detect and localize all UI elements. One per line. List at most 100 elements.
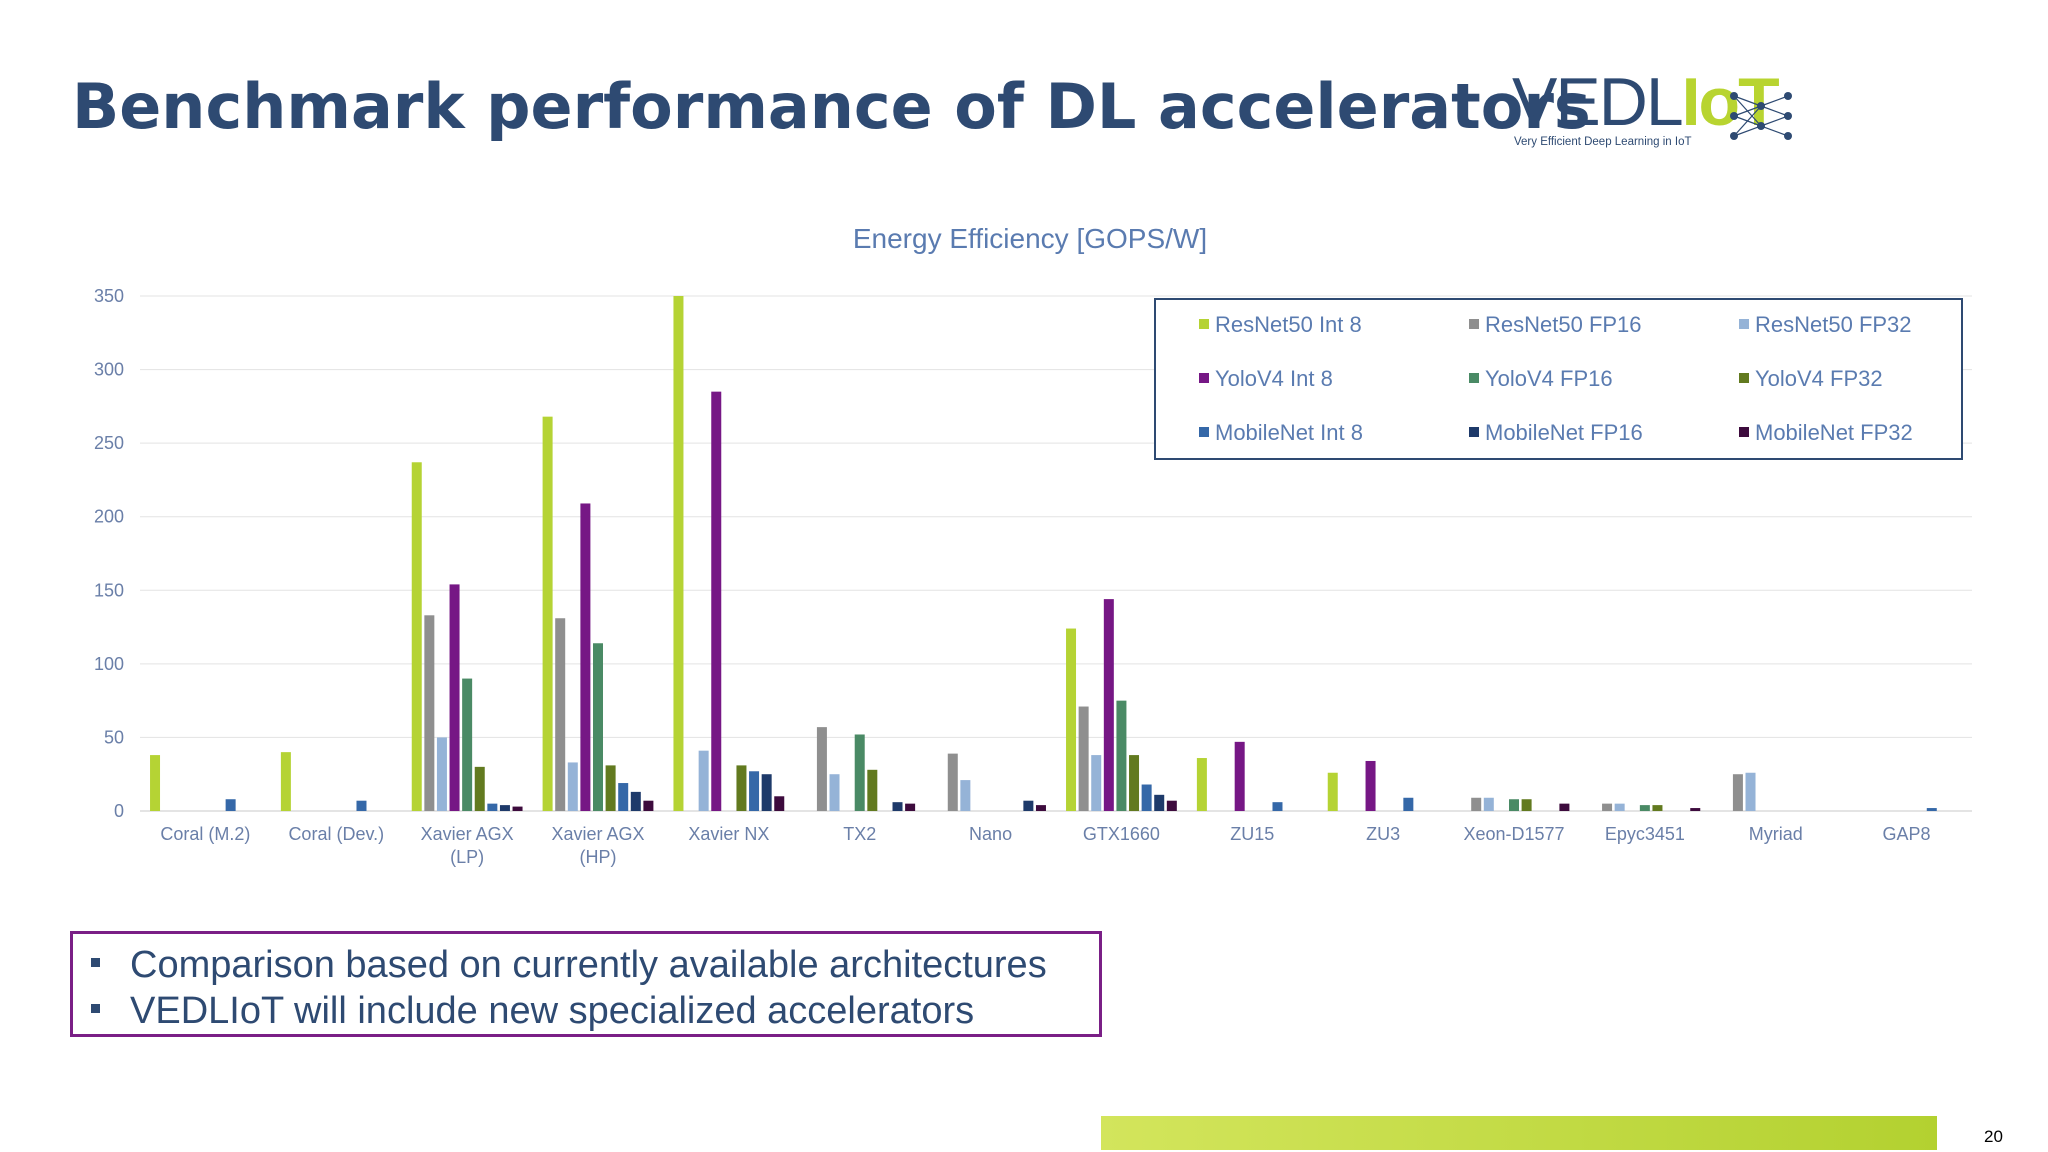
bar: [1690, 808, 1701, 811]
y-tick-label: 300: [94, 360, 124, 380]
x-tick-label: Nano: [969, 824, 1012, 844]
bar: [1614, 803, 1625, 811]
bar: [867, 769, 878, 811]
bar: [555, 618, 566, 811]
legend-swatch: [1469, 319, 1479, 329]
bar: [1521, 799, 1532, 811]
bar: [1509, 799, 1519, 811]
x-tick-label: Xavier NX: [688, 824, 769, 844]
legend-swatch: [1739, 427, 1749, 437]
bar: [1141, 784, 1152, 811]
y-tick-label: 100: [94, 654, 124, 674]
bar: [1327, 772, 1338, 811]
bullet-text-2: VEDLIoT will include new specialized acc…: [130, 990, 975, 1032]
footer-accent-bar: [1101, 1116, 1937, 1150]
x-tick-label: Xavier AGX: [421, 824, 514, 844]
bar: [1652, 805, 1663, 811]
x-tick-label: TX2: [843, 824, 876, 844]
bar: [947, 753, 958, 811]
logo-wordmark: VEDLIoT: [1512, 64, 1780, 140]
x-tick-label: Myriad: [1749, 824, 1803, 844]
bar: [1103, 599, 1114, 811]
legend-swatch: [1199, 319, 1209, 329]
legend-entry: YoloV4 FP32: [1755, 366, 1883, 391]
bar: [816, 727, 827, 811]
neural-network-icon: [1730, 92, 1792, 140]
bar: [356, 800, 367, 811]
bar: [905, 803, 916, 811]
bar: [1091, 755, 1102, 811]
y-tick-label: 200: [94, 507, 124, 527]
bar: [1483, 797, 1494, 811]
bar: [1602, 803, 1613, 811]
legend-swatch: [1199, 427, 1209, 437]
bullet-square-icon: [91, 1004, 100, 1014]
bar: [512, 806, 523, 811]
bar: [698, 750, 709, 811]
x-tick-label: Coral (Dev.): [288, 824, 384, 844]
legend-entry: MobileNet FP16: [1485, 420, 1643, 445]
legend-swatch: [1739, 319, 1749, 329]
bar: [1745, 772, 1756, 811]
legend-swatch: [1739, 373, 1749, 383]
y-tick-label: 250: [94, 433, 124, 453]
bar: [567, 762, 578, 811]
bar: [829, 774, 840, 811]
chart-title: Energy Efficiency [GOPS/W]: [853, 223, 1207, 254]
bar: [474, 766, 485, 811]
x-tick-label: ZU15: [1230, 824, 1274, 844]
bar: [411, 462, 422, 811]
bar: [1732, 774, 1743, 811]
x-tick-label: GTX1660: [1083, 824, 1160, 844]
bar: [1471, 797, 1482, 811]
energy-efficiency-chart: Energy Efficiency [GOPS/W] 0 50 100 150 200 25…: [94, 223, 1972, 867]
bar: [711, 391, 722, 811]
legend-entry: ResNet50 Int 8: [1215, 312, 1362, 337]
y-tick-label: 50: [104, 727, 124, 747]
bar: [643, 800, 654, 811]
bar: [1403, 797, 1414, 811]
bar: [424, 615, 435, 811]
bar: [749, 771, 760, 811]
bar: [736, 765, 747, 811]
x-tick-label: Coral (M.2): [160, 824, 250, 844]
bar: [1365, 760, 1376, 811]
bullet-square-icon: [91, 958, 100, 968]
bar: [593, 643, 603, 811]
vedliot-logo: VEDLIoT Very Efficient Deep Learning in …: [1512, 64, 1802, 154]
bar: [892, 802, 903, 811]
x-tick-label: (LP): [450, 847, 484, 867]
x-tick-label: Epyc3451: [1605, 824, 1685, 844]
bar: [854, 734, 865, 811]
y-tick-label: 350: [94, 286, 124, 306]
bar: [1166, 800, 1177, 811]
bar: [673, 296, 684, 811]
page-number: 20: [1984, 1127, 2003, 1146]
bar: [1066, 628, 1077, 811]
bar: [1129, 755, 1140, 811]
bar: [487, 803, 498, 811]
x-tick-label: GAP8: [1883, 824, 1931, 844]
legend-entry: MobileNet Int 8: [1215, 420, 1363, 445]
bar: [618, 783, 629, 811]
legend-entry: YoloV4 Int 8: [1215, 366, 1333, 391]
bar: [1196, 758, 1207, 811]
x-tick-label: Xeon-D1577: [1463, 824, 1564, 844]
legend-swatch: [1469, 427, 1479, 437]
legend-swatch: [1199, 373, 1209, 383]
bar: [1035, 805, 1046, 811]
bar: [449, 584, 460, 811]
logo-tagline: Very Efficient Deep Learning in IoT: [1514, 136, 1692, 148]
slide-title: Benchmark performance of DL accelerators: [72, 70, 1591, 143]
bar: [1272, 802, 1283, 811]
bar: [1078, 706, 1089, 811]
y-tick-label: 150: [94, 580, 124, 600]
bar: [499, 805, 510, 811]
bar: [150, 755, 161, 811]
bar: [542, 416, 553, 811]
bar: [1234, 741, 1245, 811]
bar: [580, 503, 591, 811]
bar: [1639, 805, 1650, 811]
bar: [225, 799, 236, 811]
bar: [436, 737, 447, 811]
